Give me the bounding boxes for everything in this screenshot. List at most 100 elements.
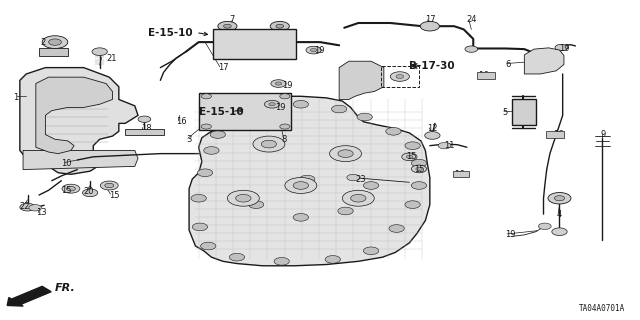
Circle shape <box>552 133 558 136</box>
Text: 16: 16 <box>478 71 489 80</box>
Text: 22: 22 <box>20 202 30 211</box>
Circle shape <box>270 21 289 31</box>
Circle shape <box>325 256 340 263</box>
Circle shape <box>276 24 284 28</box>
Text: E-15-10: E-15-10 <box>198 107 243 117</box>
Circle shape <box>405 201 420 208</box>
Circle shape <box>280 124 290 129</box>
Circle shape <box>406 155 413 158</box>
Circle shape <box>412 182 427 189</box>
Circle shape <box>438 142 451 149</box>
Circle shape <box>386 127 401 135</box>
Circle shape <box>192 223 207 231</box>
Text: 15: 15 <box>406 152 417 161</box>
Circle shape <box>310 49 317 52</box>
Circle shape <box>402 153 417 161</box>
Text: 13: 13 <box>36 208 47 217</box>
Circle shape <box>248 201 264 208</box>
Circle shape <box>229 253 244 261</box>
Bar <box>125 129 164 134</box>
Circle shape <box>552 228 567 236</box>
FancyBboxPatch shape <box>213 29 296 59</box>
Circle shape <box>357 113 372 121</box>
Circle shape <box>548 193 571 204</box>
Text: 19: 19 <box>559 44 570 53</box>
Circle shape <box>42 36 68 49</box>
Bar <box>546 131 564 138</box>
Circle shape <box>285 178 317 194</box>
Circle shape <box>306 46 321 54</box>
Circle shape <box>389 225 404 232</box>
Polygon shape <box>339 61 384 100</box>
Polygon shape <box>23 150 138 170</box>
Circle shape <box>264 100 280 108</box>
Text: FR.: FR. <box>55 283 76 293</box>
Circle shape <box>412 159 427 167</box>
Circle shape <box>555 44 568 51</box>
Text: 4: 4 <box>556 210 561 219</box>
Circle shape <box>293 182 308 189</box>
Circle shape <box>396 75 404 78</box>
Circle shape <box>332 105 347 113</box>
Circle shape <box>342 190 374 206</box>
Circle shape <box>554 196 564 201</box>
Polygon shape <box>20 68 138 174</box>
Text: 12: 12 <box>428 124 438 133</box>
Circle shape <box>483 74 489 77</box>
Text: 3: 3 <box>186 135 191 144</box>
Text: 17: 17 <box>426 15 436 24</box>
Circle shape <box>364 247 379 255</box>
Text: 10: 10 <box>61 159 72 168</box>
Circle shape <box>62 184 80 193</box>
Polygon shape <box>36 77 113 154</box>
Text: 7: 7 <box>229 15 235 24</box>
Text: 20: 20 <box>84 188 94 196</box>
Circle shape <box>83 189 98 197</box>
Circle shape <box>338 207 353 215</box>
Polygon shape <box>189 96 430 266</box>
Circle shape <box>293 213 308 221</box>
Circle shape <box>210 131 225 138</box>
Circle shape <box>261 140 276 148</box>
Text: 16: 16 <box>176 117 187 126</box>
Circle shape <box>351 195 366 202</box>
Circle shape <box>412 165 427 173</box>
Circle shape <box>49 39 61 45</box>
Text: 8: 8 <box>282 135 287 144</box>
Circle shape <box>405 142 420 149</box>
Circle shape <box>105 183 114 188</box>
Circle shape <box>197 169 212 177</box>
Circle shape <box>347 174 360 181</box>
Circle shape <box>425 132 440 139</box>
Circle shape <box>300 175 315 183</box>
Text: 18: 18 <box>141 124 152 132</box>
Circle shape <box>67 187 76 191</box>
Circle shape <box>200 242 216 250</box>
Text: 15: 15 <box>61 186 72 195</box>
Bar <box>198 93 291 130</box>
Circle shape <box>20 203 35 211</box>
Circle shape <box>269 103 275 106</box>
Text: 19: 19 <box>275 103 286 112</box>
Circle shape <box>416 167 422 171</box>
Text: 24: 24 <box>467 15 477 24</box>
FancyArrow shape <box>7 286 51 306</box>
Text: 21: 21 <box>106 53 116 62</box>
Text: 17: 17 <box>218 63 228 72</box>
Circle shape <box>538 59 548 64</box>
Bar <box>477 72 495 79</box>
Text: 9: 9 <box>601 130 606 139</box>
Circle shape <box>390 72 410 81</box>
Bar <box>39 49 68 56</box>
Bar <box>453 171 469 177</box>
Circle shape <box>227 190 259 206</box>
Text: 23: 23 <box>355 175 365 184</box>
Circle shape <box>201 94 211 99</box>
Circle shape <box>100 181 118 190</box>
Text: 19: 19 <box>314 45 324 55</box>
Text: 5: 5 <box>502 108 508 117</box>
Bar <box>381 66 419 87</box>
Circle shape <box>201 124 211 129</box>
Circle shape <box>271 80 286 87</box>
Circle shape <box>92 48 108 55</box>
